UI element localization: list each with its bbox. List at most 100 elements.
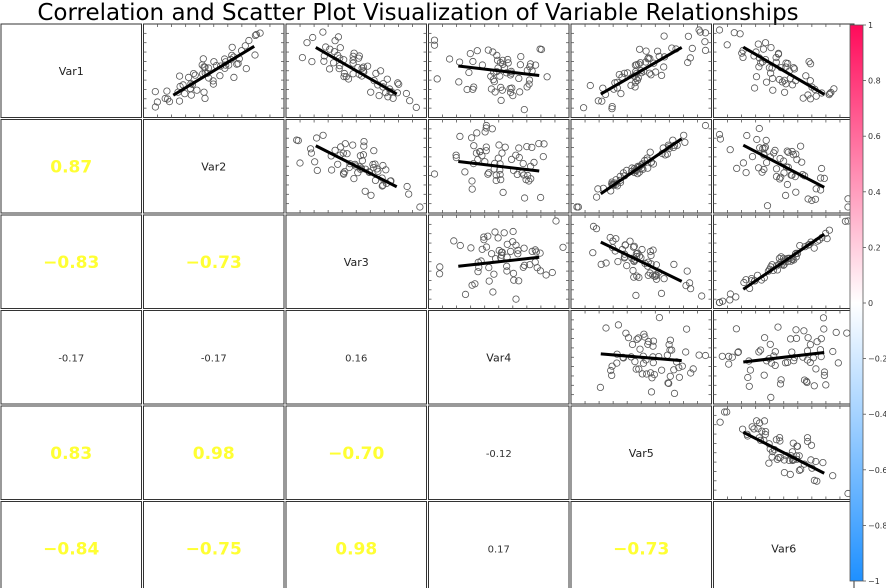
scatter-point bbox=[648, 374, 656, 382]
scatter-point bbox=[406, 97, 414, 105]
scatter-point bbox=[515, 144, 523, 152]
scatter-point bbox=[528, 143, 536, 151]
scatter-point bbox=[520, 261, 529, 269]
scatter-point bbox=[808, 83, 816, 91]
scatter-point bbox=[466, 49, 474, 58]
scatter-point bbox=[638, 245, 646, 254]
correlation-tile bbox=[285, 501, 427, 588]
scatter-point bbox=[800, 327, 808, 335]
scatter-point bbox=[829, 472, 837, 480]
scatter-point bbox=[607, 366, 615, 375]
scatter-point bbox=[468, 281, 476, 289]
scatter-point bbox=[430, 36, 439, 44]
scatter-point bbox=[536, 193, 545, 202]
scatter-point bbox=[768, 74, 777, 83]
cell-Var6-Var5: −0.73 bbox=[570, 501, 712, 588]
scatter-point bbox=[792, 249, 800, 257]
correlation-tile bbox=[285, 405, 427, 500]
scatter-point bbox=[646, 369, 655, 377]
scatter-point bbox=[806, 60, 815, 68]
scatter-point bbox=[730, 29, 738, 37]
scatter-point bbox=[790, 65, 799, 73]
scatter-point bbox=[536, 249, 544, 257]
scatter-point bbox=[350, 175, 358, 183]
scatter-point bbox=[723, 408, 731, 416]
scatter-point bbox=[655, 313, 664, 322]
scatter-point bbox=[520, 194, 529, 202]
scatter-point bbox=[435, 270, 444, 278]
scatter-point bbox=[617, 90, 625, 98]
scatter-point bbox=[798, 158, 806, 166]
scatter-point bbox=[777, 376, 785, 384]
scatter-point bbox=[191, 71, 199, 79]
scatter-point bbox=[668, 44, 676, 52]
regression-line bbox=[600, 46, 683, 96]
scatter-point bbox=[792, 334, 801, 342]
scatter-point bbox=[789, 439, 797, 447]
colorbar-tick-label: 1 bbox=[868, 21, 873, 30]
scatter-point bbox=[335, 65, 343, 73]
scatter-point bbox=[514, 246, 522, 254]
scatter-point bbox=[508, 84, 516, 92]
scatter-point bbox=[807, 456, 815, 464]
scatter-point bbox=[682, 325, 691, 333]
scatter-point bbox=[635, 273, 643, 282]
scatter-point bbox=[649, 160, 658, 168]
scatter-point bbox=[756, 144, 764, 152]
scatter-point bbox=[510, 276, 518, 284]
scatter-point bbox=[163, 87, 171, 95]
scatter-point bbox=[800, 376, 809, 384]
scatter-point bbox=[642, 370, 651, 378]
scatter-point bbox=[755, 348, 763, 356]
scatter-point bbox=[799, 94, 807, 102]
scatter-point bbox=[779, 157, 788, 165]
scatter-point bbox=[772, 165, 781, 173]
cell-Var6-Var4: 0.17 bbox=[428, 501, 570, 588]
scatter-point bbox=[374, 167, 382, 175]
correlation-tile bbox=[0, 214, 142, 309]
cell-Var2-Var1: 0.87 bbox=[0, 119, 142, 214]
scatter-point bbox=[334, 160, 342, 168]
scatter-point bbox=[539, 153, 547, 161]
scatter-point bbox=[230, 73, 238, 82]
regression-line bbox=[315, 144, 398, 189]
correlation-tile bbox=[143, 501, 285, 588]
scatter-point bbox=[379, 181, 387, 189]
scatter-point bbox=[755, 124, 763, 133]
scatter-point bbox=[649, 342, 657, 350]
scatter-point bbox=[496, 72, 504, 80]
scatter-point bbox=[176, 72, 184, 80]
scatter-point bbox=[216, 72, 224, 80]
scatter-point bbox=[810, 382, 818, 390]
scatter-point bbox=[405, 190, 413, 198]
scatter-point bbox=[755, 419, 764, 427]
scatter-point bbox=[760, 371, 768, 379]
cell-Var4-Var5 bbox=[570, 310, 712, 405]
scatter-point bbox=[331, 146, 339, 154]
scatter-point bbox=[768, 453, 776, 461]
correlation-value: −0.73 bbox=[186, 253, 242, 273]
scatter-point bbox=[496, 58, 505, 67]
scatter-point bbox=[481, 128, 489, 136]
scatter-point bbox=[638, 370, 646, 378]
scatter-point bbox=[825, 91, 833, 99]
variable-label: Var6 bbox=[771, 542, 796, 555]
cell-Var4-Var2: -0.17 bbox=[143, 310, 285, 405]
scatter-point bbox=[361, 187, 369, 195]
scatter-point bbox=[757, 59, 765, 67]
scatter-point bbox=[766, 69, 775, 77]
scatter-point bbox=[403, 182, 411, 191]
scatter-point bbox=[621, 241, 629, 249]
scatter-point bbox=[245, 36, 253, 45]
scatter-point bbox=[782, 80, 790, 88]
scatter-point bbox=[326, 45, 334, 53]
scatter-point bbox=[360, 142, 368, 150]
variable-label: Var1 bbox=[59, 65, 84, 78]
scatter-point bbox=[635, 45, 644, 53]
scatter-point bbox=[312, 134, 321, 142]
scatter-point bbox=[651, 272, 659, 280]
scatter-point bbox=[632, 365, 640, 373]
scatter-point bbox=[684, 32, 693, 40]
scatter-point bbox=[680, 131, 688, 139]
